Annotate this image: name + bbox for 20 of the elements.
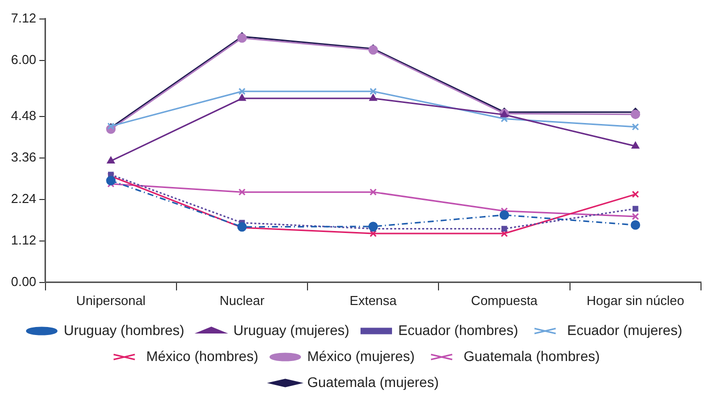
legend-label: México (mujeres)	[307, 348, 415, 364]
y-tick-label: 0.00	[10, 274, 36, 289]
y-tick-label: 7.12	[10, 10, 36, 26]
legend-label: Uruguay (hombres)	[64, 322, 184, 338]
legend-label: Guatemala (hombres)	[464, 348, 600, 364]
x-tick-label: Hogar sin núcleo	[586, 292, 684, 308]
y-tick-label: 4.48	[10, 108, 36, 124]
y-tick-label: 1.12	[10, 232, 36, 248]
y-tick-label: 3.36	[10, 150, 36, 165]
legend-label: Uruguay (mujeres)	[233, 322, 350, 338]
x-tick-label: Compuesta	[471, 292, 538, 308]
y-tick-label: 2.24	[10, 191, 36, 206]
x-tick-label: Extensa	[350, 292, 398, 308]
legend-label: Ecuador (hombres)	[398, 322, 518, 338]
x-tick-label: Unipersonal	[76, 292, 146, 308]
legend-label: México (hombres)	[146, 348, 258, 364]
legend-label: Ecuador (mujeres)	[567, 322, 682, 338]
legend-label: Guatemala (mujeres)	[307, 374, 439, 390]
x-tick-label: Nuclear	[220, 292, 266, 308]
y-tick-label: 6.00	[10, 52, 36, 67]
